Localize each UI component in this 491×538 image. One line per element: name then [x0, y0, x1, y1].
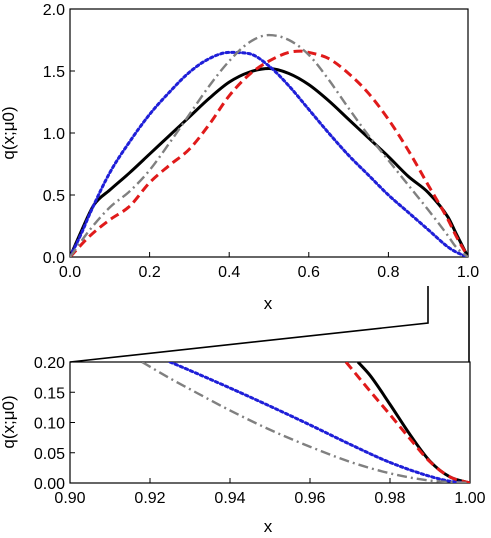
main-series-line-solid: [70, 67, 468, 257]
zoom-series-line-dashed: [344, 362, 470, 483]
main-x-tick-label: 0.0: [59, 264, 81, 281]
main-x-tick-label: 1.0: [457, 264, 479, 281]
main-series-line-dashdot: [70, 33, 468, 257]
main-y-axis-title: q(x;μ0): [0, 106, 18, 159]
zoom-x-tick-label: 0.92: [134, 490, 165, 507]
zoom-connector: [69, 286, 470, 363]
main-x-tick-label: 0.8: [377, 264, 399, 281]
main-x-tick-label: 0.6: [298, 264, 320, 281]
main-plot-ticks: 0.0 0.2 0.4 0.6 0.8 1.0 0.0 0.5 1.0 1.5 2.0: [43, 2, 479, 281]
zoom-connector-left: [69, 286, 429, 363]
zoom-plot-series: [141, 362, 470, 483]
main-x-tick-label: 0.2: [138, 264, 160, 281]
zoom-plot-ticks: 0.90 0.92 0.94 0.96 0.98 1.00 0.00 0.05 0.10 0.15…: [34, 355, 486, 507]
main-y-tick-label: 0.5: [43, 188, 65, 205]
zoom-x-tick-label: 0.96: [294, 490, 325, 507]
main-y-tick-label: 1.5: [43, 64, 65, 81]
zoom-y-tick-label: 0.05: [34, 446, 65, 463]
zoom-y-tick-label: 0.20: [34, 355, 65, 372]
main-plot-frame: [69, 8, 469, 258]
main-series-line-dashed: [70, 49, 468, 257]
zoom-y-tick-label: 0.15: [34, 385, 65, 402]
zoom-x-tick-label: 1.00: [454, 490, 485, 507]
zoom-series-line-solid: [356, 362, 470, 483]
zoom-x-tick-label: 0.90: [54, 490, 85, 507]
main-series-line-dotted: [70, 50, 468, 257]
zoom-x-tick-label: 0.98: [374, 490, 405, 507]
zoom-y-tick-label: 0.00: [34, 476, 65, 493]
zoom-series-line-dashdot: [141, 362, 470, 483]
zoom-y-tick-label: 0.10: [34, 416, 65, 433]
zoom-plot-panel: 0.90 0.92 0.94 0.96 0.98 1.00 0.00 0.05 0.10 0.15…: [0, 355, 486, 536]
main-x-axis-title: x: [264, 294, 273, 313]
main-plot-panel: 0.0 0.2 0.4 0.6 0.8 1.0 0.0 0.5 1.0 1.5 2.0 x q(x;…: [0, 2, 479, 313]
main-y-tick-label: 1.0: [43, 126, 65, 143]
zoom-y-axis-title: q(x;μ0): [0, 395, 18, 448]
main-y-tick-label: 2.0: [43, 2, 65, 19]
zoom-series-line-dotted: [168, 362, 470, 483]
main-y-tick-label: 0.0: [43, 250, 65, 267]
zoom-x-tick-label: 0.94: [214, 490, 245, 507]
zoom-plot-frame: [69, 361, 471, 484]
zoom-x-axis-title: x: [264, 517, 273, 536]
main-plot-series: [70, 33, 468, 257]
main-x-tick-label: 0.4: [218, 264, 240, 281]
